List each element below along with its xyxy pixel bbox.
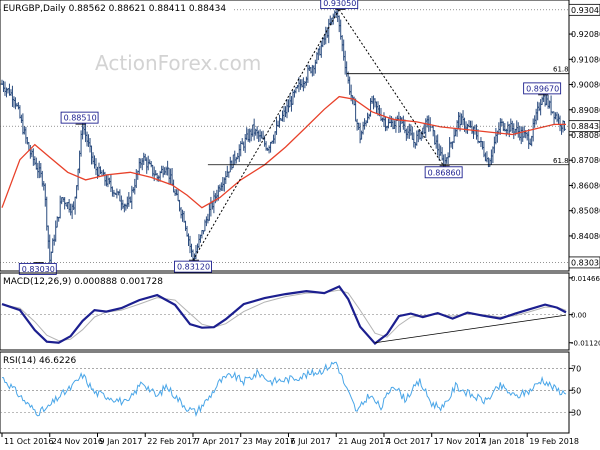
x-tick-label: 7 Apr 2017 [195,437,239,446]
annotation-box [523,82,562,95]
annotation-box [320,0,359,10]
fib-level-label: 61.8 [553,157,569,165]
y-tick-label: -0.011202 [571,340,600,348]
annotation-label: 0.83030 [22,265,55,274]
rsi-panel-frame [0,351,570,434]
x-tick-label: 4 Oct 2017 [386,437,430,446]
annotation-box [60,111,99,124]
x-tick-label: 4 Jan 2018 [481,437,524,446]
annotation-label: 0.88510 [64,114,97,123]
y-tick-label: 50 [571,386,581,395]
y-tick-label: 0.00 [571,312,587,320]
y-tick-label: 30 [571,408,581,417]
macd-trendline [374,314,567,344]
x-tick-label: 11 Oct 2016 [4,437,53,446]
price-title-backdrop [2,2,234,13]
y-tick-label: 70 [571,364,581,373]
price-title: EURGBP,Daily 0.88562 0.88621 0.88411 0.8… [3,4,226,14]
x-tick-label: 6 Jul 2017 [290,437,330,446]
annotation-box [424,166,463,179]
x-tick-label: 22 Feb 2017 [147,437,197,446]
annotation-label: 0.83120 [177,263,210,272]
rsi-panel: 70 50 30 RSI(14) 46.6226 [0,351,581,434]
y-tick-label: 0.014665 [571,275,600,283]
watermark: ActionForex.com [95,51,261,75]
x-tick-label: 23 May 2017 [243,437,295,446]
level-price-label: 0.88434 [571,122,600,131]
macd-panel: 0.014665 0.00 -0.011202 MACD(12,26,9) 0.00… [0,272,600,351]
macd-panel-frame [0,272,570,351]
x-tick-label: 24 Nov 2016 [52,437,103,446]
annotation-label: 0.86860 [428,168,461,177]
x-tick-label: 19 Feb 2018 [529,437,579,446]
x-tick-label: 9 Jan 2017 [99,437,142,446]
price-panel-frame [0,0,570,272]
level-price-label: 0.83030 [571,258,600,267]
level-price-box [568,256,600,269]
x-tick-label: 17 Nov 2017 [434,437,485,446]
macd-title: MACD(12,26,9) 0.000888 0.001728 [3,277,163,287]
annotation-box [18,262,57,275]
moving-average-line [1,95,566,209]
x-tick-label: 21 Aug 2017 [338,437,389,446]
level-price-box [568,3,600,16]
rsi-line [1,361,567,418]
fib-level-label: 61.8 [553,66,569,74]
annotation-label: 0.93050 [323,0,356,8]
trendline [338,9,445,167]
level-price-box [568,120,600,133]
rsi-title: RSI(14) 46.6226 [3,356,76,366]
annotation-label: 0.89670 [526,84,559,93]
trendline [192,9,340,261]
macd-line [1,285,567,346]
annotation-box [174,260,212,273]
